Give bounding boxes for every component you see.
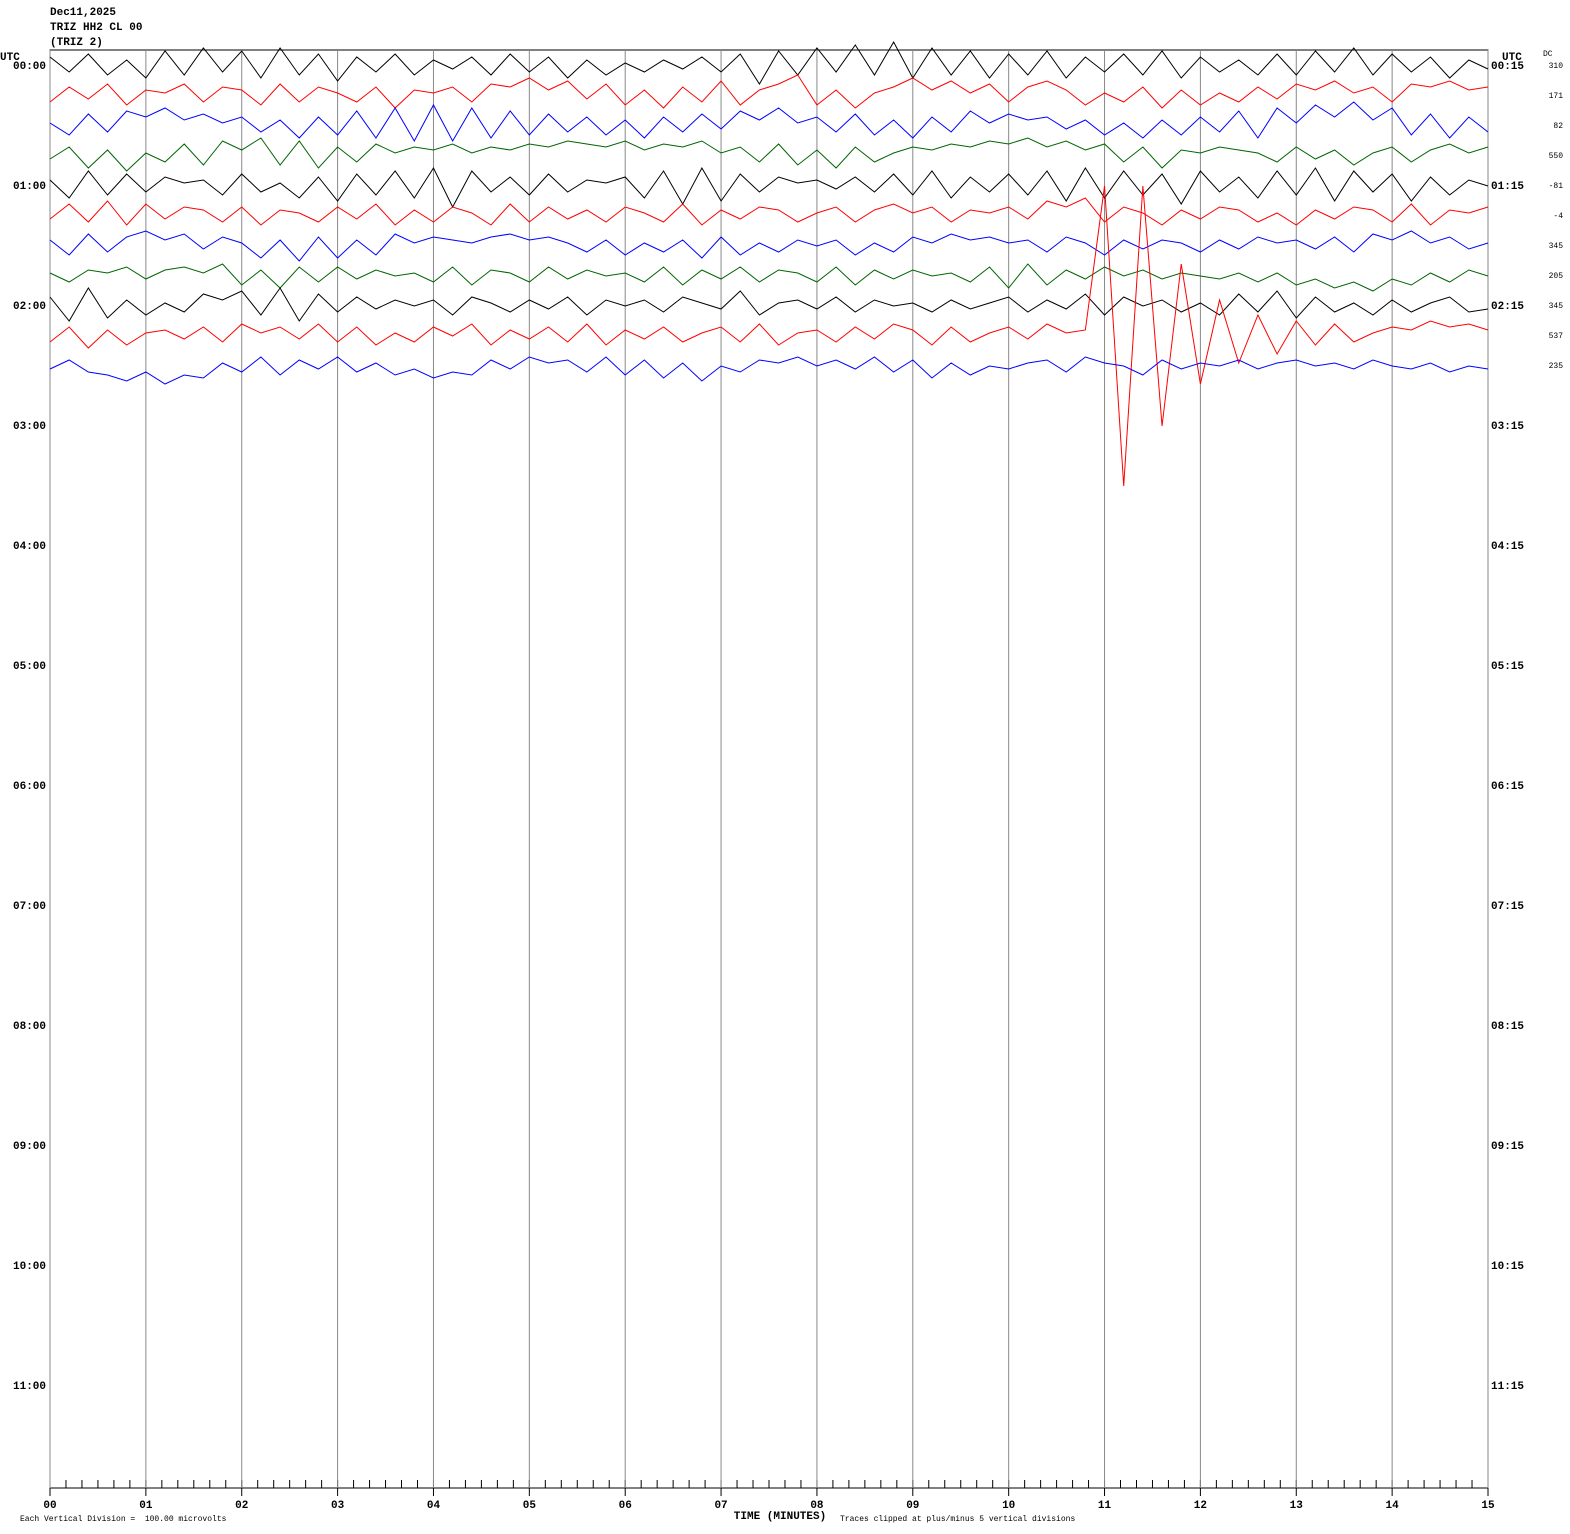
trace	[49, 137, 1489, 172]
right-time-label: 07:15	[1491, 901, 1524, 913]
right-time-label: 02:15	[1491, 301, 1524, 313]
x-tick-label: 06	[619, 1500, 632, 1512]
dc-offset: 310	[1549, 62, 1564, 71]
trace	[49, 101, 1489, 143]
right-time-label: 06:15	[1491, 781, 1524, 793]
dc-offset: 171	[1549, 92, 1564, 101]
x-tick-label: 08	[810, 1500, 824, 1512]
x-tick-label: 00	[43, 1500, 56, 1512]
x-tick-label: 07	[714, 1500, 727, 1512]
x-tick-label: 15	[1481, 1500, 1495, 1512]
left-time-label: 06:00	[13, 781, 46, 793]
left-time-label: 09:00	[13, 1141, 46, 1153]
x-tick-label: 09	[906, 1500, 919, 1512]
trace	[49, 230, 1489, 262]
trace	[49, 74, 1489, 109]
dc-offset: 550	[1549, 152, 1564, 161]
x-tick-label: 11	[1098, 1500, 1112, 1512]
station-subtitle: (TRIZ 2)	[50, 37, 103, 49]
left-time-label: 04:00	[13, 541, 46, 553]
dc-offset: 345	[1549, 302, 1564, 311]
dc-offset: -81	[1549, 182, 1564, 191]
dc-offset: 205	[1549, 272, 1564, 281]
x-tick-label: 05	[523, 1500, 537, 1512]
trace	[49, 40, 1489, 85]
left-time-label: 03:00	[13, 421, 46, 433]
left-time-label: 07:00	[13, 901, 46, 913]
dc-offset: 345	[1549, 242, 1564, 251]
trace	[49, 197, 1489, 226]
x-tick-label: 13	[1290, 1500, 1304, 1512]
left-time-label: 10:00	[13, 1261, 46, 1273]
trace	[49, 166, 1489, 209]
right-time-label: 09:15	[1491, 1141, 1524, 1153]
right-time-label: 11:15	[1491, 1381, 1524, 1393]
dc-offset: 235	[1549, 362, 1564, 371]
clip-note: Traces clipped at plus/minus 5 vertical …	[840, 1515, 1075, 1524]
x-tick-label: 02	[235, 1500, 248, 1512]
left-time-label: 00:00	[13, 61, 46, 73]
x-tick-label: 12	[1194, 1500, 1207, 1512]
trace	[49, 263, 1489, 292]
left-time-label: 05:00	[13, 661, 46, 673]
dc-offset: -4	[1553, 212, 1563, 221]
right-time-label: 01:15	[1491, 181, 1524, 193]
left-time-label: 11:00	[13, 1381, 46, 1393]
right-unit: UTC	[1502, 52, 1522, 64]
trace	[49, 185, 1489, 487]
scale-note: Each Vertical Division = 100.00 microvol…	[20, 1515, 227, 1524]
station-title: TRIZ HH2 CL 00	[50, 22, 142, 34]
dc-offset: 82	[1553, 122, 1563, 131]
x-tick-label: 03	[331, 1500, 345, 1512]
dc-offset: 537	[1549, 332, 1564, 341]
dc-label: DC	[1543, 50, 1553, 59]
left-time-label: 08:00	[13, 1021, 46, 1033]
left-time-label: 01:00	[13, 181, 46, 193]
right-time-label: 10:15	[1491, 1261, 1524, 1273]
right-time-label: 03:15	[1491, 421, 1524, 433]
x-axis-label: TIME (MINUTES)	[734, 1511, 826, 1523]
date: Dec11,2025	[50, 7, 116, 19]
left-time-label: 02:00	[13, 301, 46, 313]
x-tick-label: 01	[139, 1500, 153, 1512]
left-unit: UTC	[0, 52, 20, 64]
trace	[49, 356, 1489, 385]
right-time-label: 08:15	[1491, 1021, 1524, 1033]
x-tick-label: 10	[1002, 1500, 1015, 1512]
right-time-label: 04:15	[1491, 541, 1524, 553]
right-time-label: 00:15	[1491, 61, 1524, 73]
trace	[49, 287, 1489, 322]
right-time-label: 05:15	[1491, 661, 1524, 673]
x-tick-label: 04	[427, 1500, 441, 1512]
x-tick-label: 14	[1386, 1500, 1400, 1512]
